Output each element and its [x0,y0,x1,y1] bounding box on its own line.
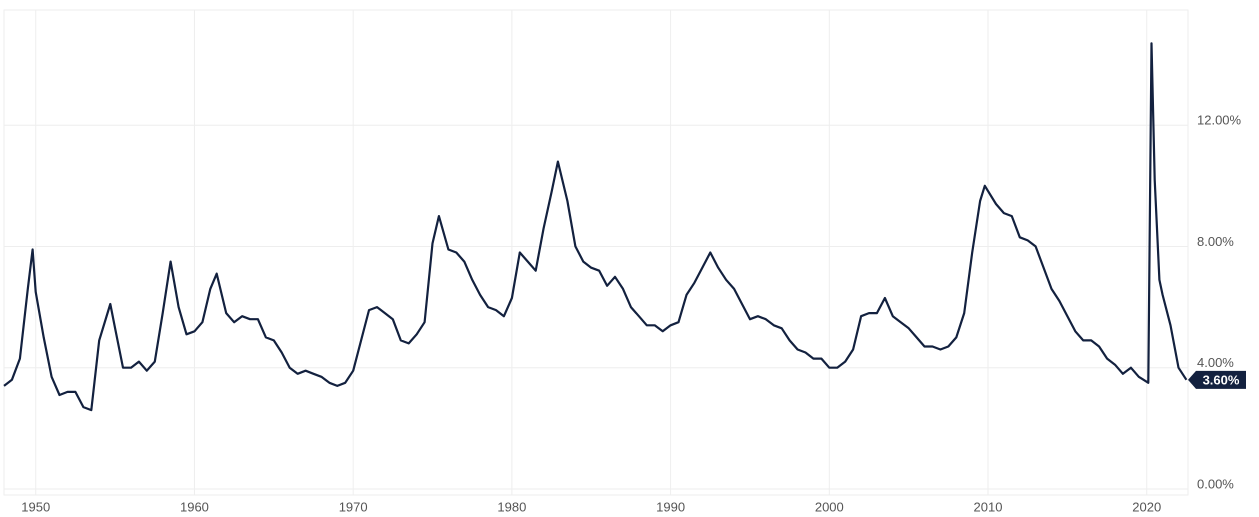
x-tick-label: 2010 [974,499,1003,514]
x-tick-label: 1980 [497,499,526,514]
line [3,42,1188,412]
value-badge [1188,370,1246,389]
y-tick-label: 12.00% [1197,113,1242,128]
x-tick-label: 2000 [815,499,844,514]
y-tick-label: 0.00% [1197,476,1234,491]
x-tick-label: 1950 [21,499,50,514]
y-tick-label: 4.00% [1197,355,1234,370]
x-tick-label: 2020 [1132,499,1161,514]
value-label: 3.60% [1203,372,1240,387]
y-tick-label: 8.00% [1197,234,1234,249]
x-tick-label: 1990 [656,499,685,514]
plot-area [3,9,1189,496]
x-tick-label: 1970 [339,499,368,514]
x-tick-label: 1960 [180,499,209,514]
